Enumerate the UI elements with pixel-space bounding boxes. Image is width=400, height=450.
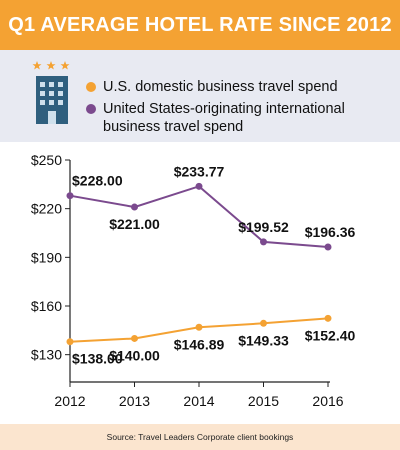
footer-band: Source: Travel Leaders Corporate client … bbox=[0, 424, 400, 450]
data-point bbox=[131, 203, 138, 211]
legend-label-domestic: U.S. domestic business travel spend bbox=[103, 79, 338, 95]
data-label: $149.33 bbox=[238, 332, 289, 348]
legend-marker-international bbox=[86, 104, 96, 114]
data-label: $146.89 bbox=[174, 336, 225, 352]
data-point bbox=[260, 238, 267, 246]
data-point bbox=[195, 323, 203, 331]
data-label: $140.00 bbox=[109, 347, 160, 363]
star-icon bbox=[60, 61, 70, 70]
x-tick-label: 2013 bbox=[119, 393, 150, 409]
data-point bbox=[195, 182, 203, 190]
data-label: $196.36 bbox=[305, 224, 356, 240]
data-label: $228.00 bbox=[72, 173, 123, 189]
data-label: $199.52 bbox=[238, 219, 289, 235]
data-point bbox=[131, 334, 138, 342]
y-tick-label: $220 bbox=[31, 201, 62, 217]
data-label: $233.77 bbox=[174, 163, 225, 179]
data-label: $152.40 bbox=[305, 327, 356, 343]
y-tick-label: $160 bbox=[31, 298, 62, 314]
hotel-building-icon bbox=[32, 61, 70, 124]
data-point bbox=[260, 319, 267, 327]
y-tick-label: $250 bbox=[31, 152, 62, 168]
legend-band: U.S. domestic business travel spend Unit… bbox=[0, 50, 400, 142]
x-tick-label: 2014 bbox=[183, 393, 214, 409]
star-icon bbox=[32, 61, 42, 70]
data-point bbox=[324, 314, 332, 322]
data-point bbox=[66, 192, 74, 200]
x-tick-label: 2012 bbox=[54, 393, 85, 409]
x-tick-label: 2016 bbox=[312, 393, 343, 409]
star-icon bbox=[46, 61, 56, 70]
data-point bbox=[324, 243, 332, 251]
data-point bbox=[66, 338, 74, 346]
y-tick-label: $190 bbox=[31, 249, 62, 265]
x-tick-label: 2015 bbox=[248, 393, 279, 409]
chart-title: Q1 AVERAGE HOTEL RATE SINCE 2012 bbox=[8, 13, 392, 36]
data-label: $221.00 bbox=[109, 216, 160, 232]
title-bar: Q1 AVERAGE HOTEL RATE SINCE 2012 bbox=[0, 0, 400, 50]
data-label: $138.00 bbox=[72, 351, 123, 367]
legend-label-international: United States-originating international … bbox=[103, 101, 345, 135]
legend-marker-domestic bbox=[86, 82, 96, 92]
source-note: Source: Travel Leaders Corporate client … bbox=[106, 432, 294, 442]
y-tick-label: $130 bbox=[31, 347, 62, 363]
line-chart: $250 $220 $190 $160 $130 2012 2013 2014 2015 2016… bbox=[31, 152, 356, 409]
